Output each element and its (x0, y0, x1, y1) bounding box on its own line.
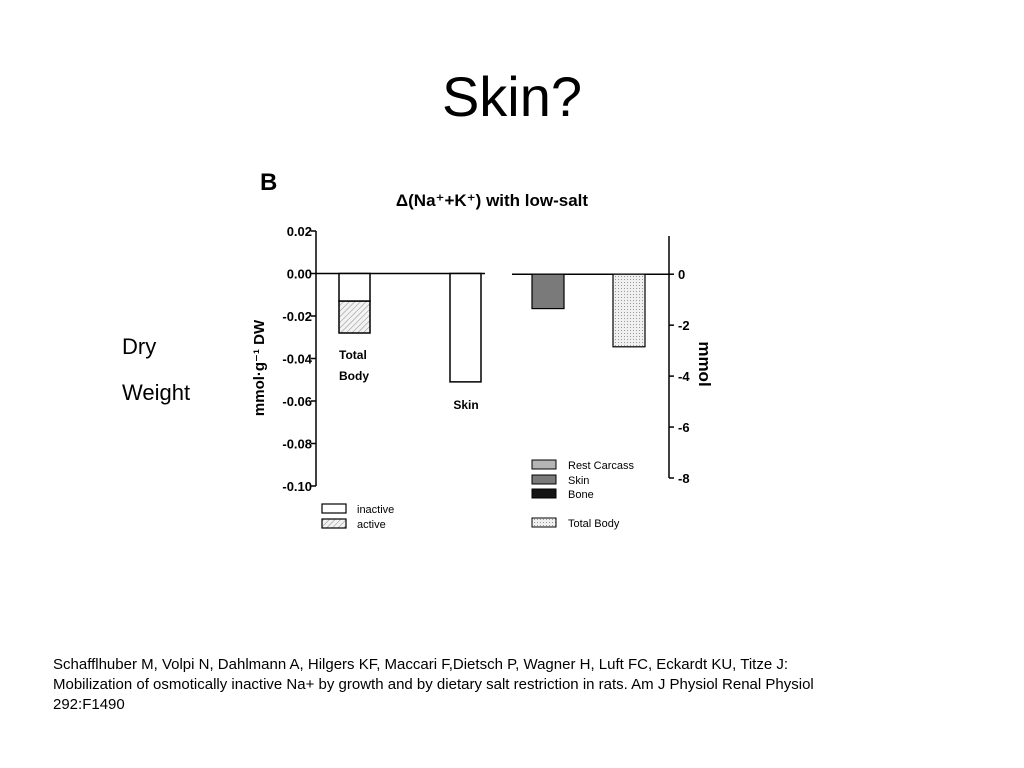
citation-line-3: 292:F1490 (53, 696, 125, 713)
right-y-tick-label: -6 (678, 420, 690, 435)
left-chart-panel: 0.02 0.00 -0.02 -0.04 -0.06 -0.08 -0.10 Total Bo… (282, 224, 485, 531)
left-y-tick-label: -0.06 (282, 394, 312, 409)
left-y-tick-label: 0.02 (287, 224, 312, 239)
left-y-axis-label: mmol·g⁻¹ DW (251, 319, 268, 416)
chart-title: Δ(Na⁺+K⁺) with low-salt (396, 191, 588, 210)
right-y-tick-label: -2 (678, 318, 690, 333)
bar-active (338, 300, 371, 334)
legend-label: Total Body (568, 518, 620, 530)
legend-label: Bone (568, 489, 594, 501)
category-label: Skin (453, 398, 478, 412)
left-y-tick-label: -0.08 (282, 437, 312, 452)
bar-total-body (612, 273, 646, 348)
legend-swatch (531, 474, 557, 485)
right-y-tick-label: -8 (678, 471, 690, 486)
citation: Schafflhuber M, Volpi N, Dahlmann A, Hil… (53, 655, 953, 715)
legend-swatch (321, 503, 347, 514)
legend-swatch (321, 518, 347, 529)
right-y-tick-label: 0 (678, 267, 685, 282)
panel-label: B (260, 169, 277, 196)
legend-label: Skin (568, 475, 589, 487)
left-y-tick-label: 0.00 (287, 267, 312, 282)
right-y-tick-label: -4 (678, 369, 690, 384)
legend-swatch (531, 517, 557, 528)
legend-swatch (531, 488, 557, 499)
category-label: Total (339, 348, 367, 362)
bar-inactive (449, 272, 482, 383)
citation-line-2: Mobilization of osmotically inactive Na+… (53, 676, 814, 693)
category-label: Body (339, 369, 369, 383)
left-y-tick-label: -0.04 (282, 352, 312, 367)
bar-inactive (338, 272, 371, 302)
left-y-tick-label: -0.02 (282, 309, 312, 324)
right-y-axis-label: mmol (695, 341, 714, 386)
side-label-weight: Weight (122, 380, 191, 405)
legend-swatch (531, 459, 557, 470)
left-y-tick-label: -0.10 (282, 479, 312, 494)
legend-label: inactive (357, 504, 394, 516)
legend-label: Rest Carcass (568, 460, 635, 472)
citation-line-1: Schafflhuber M, Volpi N, Dahlmann A, Hil… (53, 656, 788, 673)
legend-label: active (357, 519, 386, 531)
bar-skin (531, 273, 565, 310)
slide-title: Skin? (441, 65, 583, 128)
side-label-dry: Dry (122, 334, 157, 359)
right-chart-panel: 0 -2 -4 -6 -8 Rest Carcass Skin Bone Total Body (512, 236, 690, 530)
